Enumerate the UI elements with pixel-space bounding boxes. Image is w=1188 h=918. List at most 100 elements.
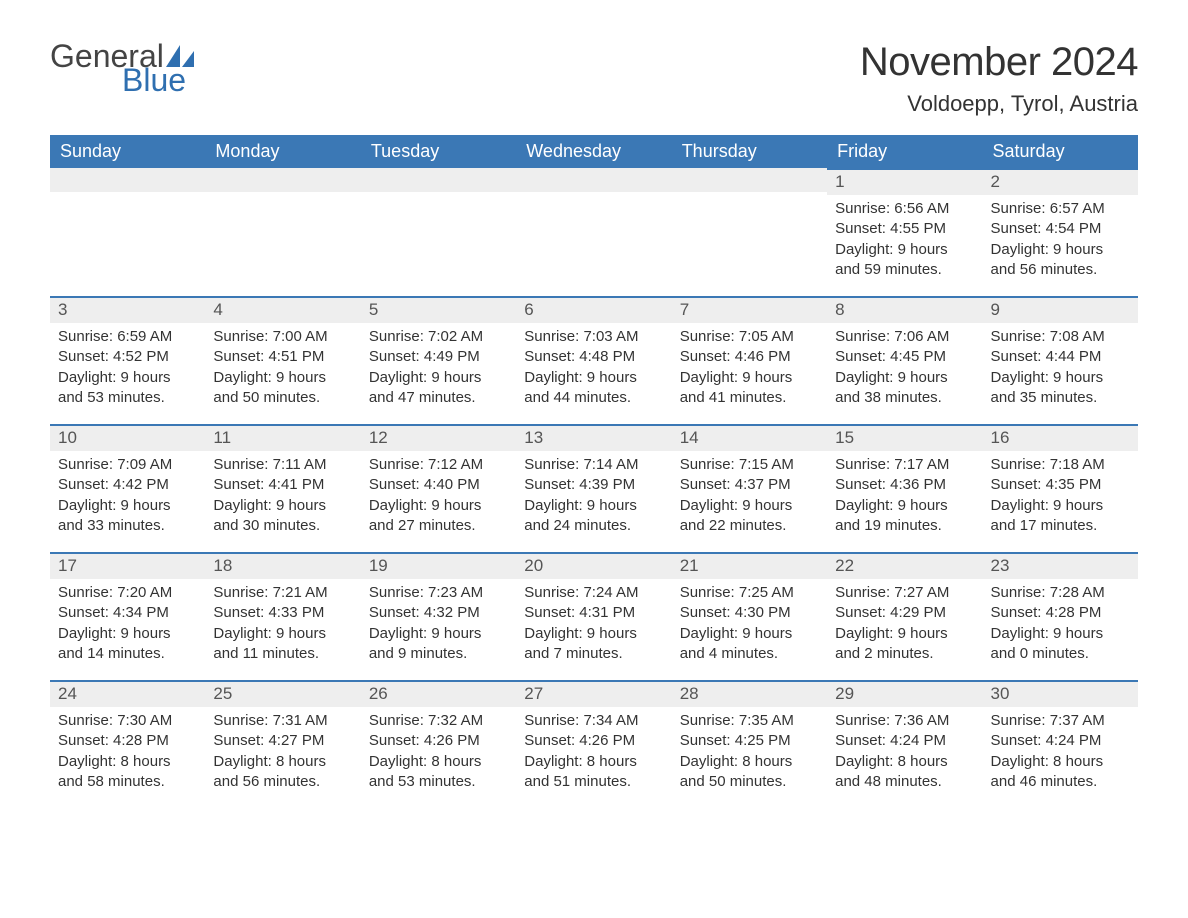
day-cell: 8Sunrise: 7:06 AMSunset: 4:45 PMDaylight… (827, 296, 982, 424)
sunset-line: Sunset: 4:35 PM (991, 475, 1130, 495)
day-details: Sunrise: 7:35 AMSunset: 4:25 PMDaylight:… (672, 707, 827, 798)
day-details: Sunrise: 7:09 AMSunset: 4:42 PMDaylight:… (50, 451, 205, 542)
sunset-line: Sunset: 4:27 PM (213, 731, 352, 751)
day-cell: 29Sunrise: 7:36 AMSunset: 4:24 PMDayligh… (827, 680, 982, 808)
day-number: 11 (205, 424, 360, 451)
day-details: Sunrise: 7:27 AMSunset: 4:29 PMDaylight:… (827, 579, 982, 670)
day-number: 14 (672, 424, 827, 451)
week-row: 24Sunrise: 7:30 AMSunset: 4:28 PMDayligh… (50, 680, 1138, 808)
daylight-line-2: and 56 minutes. (991, 260, 1130, 280)
day-cell: 25Sunrise: 7:31 AMSunset: 4:27 PMDayligh… (205, 680, 360, 808)
daylight-line-1: Daylight: 8 hours (835, 752, 974, 772)
daylight-line-2: and 17 minutes. (991, 516, 1130, 536)
day-cell: 16Sunrise: 7:18 AMSunset: 4:35 PMDayligh… (983, 424, 1138, 552)
daylight-line-1: Daylight: 9 hours (213, 624, 352, 644)
day-details: Sunrise: 7:34 AMSunset: 4:26 PMDaylight:… (516, 707, 671, 798)
sunrise-line: Sunrise: 7:30 AM (58, 711, 197, 731)
sunset-line: Sunset: 4:31 PM (524, 603, 663, 623)
day-details: Sunrise: 7:02 AMSunset: 4:49 PMDaylight:… (361, 323, 516, 414)
day-cell: 7Sunrise: 7:05 AMSunset: 4:46 PMDaylight… (672, 296, 827, 424)
week-row: 3Sunrise: 6:59 AMSunset: 4:52 PMDaylight… (50, 296, 1138, 424)
day-cell: 17Sunrise: 7:20 AMSunset: 4:34 PMDayligh… (50, 552, 205, 680)
daylight-line-2: and 38 minutes. (835, 388, 974, 408)
day-details: Sunrise: 7:00 AMSunset: 4:51 PMDaylight:… (205, 323, 360, 414)
day-details: Sunrise: 7:25 AMSunset: 4:30 PMDaylight:… (672, 579, 827, 670)
sunrise-line: Sunrise: 7:27 AM (835, 583, 974, 603)
daylight-line-1: Daylight: 9 hours (213, 368, 352, 388)
daylight-line-1: Daylight: 9 hours (835, 368, 974, 388)
daylight-line-2: and 48 minutes. (835, 772, 974, 792)
sunrise-line: Sunrise: 7:08 AM (991, 327, 1130, 347)
empty-bar (50, 168, 205, 192)
day-details: Sunrise: 7:14 AMSunset: 4:39 PMDaylight:… (516, 451, 671, 542)
daylight-line-1: Daylight: 9 hours (680, 624, 819, 644)
sunrise-line: Sunrise: 7:28 AM (991, 583, 1130, 603)
sunset-line: Sunset: 4:28 PM (58, 731, 197, 751)
day-number: 26 (361, 680, 516, 707)
day-cell: 9Sunrise: 7:08 AMSunset: 4:44 PMDaylight… (983, 296, 1138, 424)
week-row: 1Sunrise: 6:56 AMSunset: 4:55 PMDaylight… (50, 168, 1138, 296)
sunset-line: Sunset: 4:52 PM (58, 347, 197, 367)
sunrise-line: Sunrise: 7:15 AM (680, 455, 819, 475)
daylight-line-2: and 53 minutes. (369, 772, 508, 792)
sunrise-line: Sunrise: 7:09 AM (58, 455, 197, 475)
day-details: Sunrise: 7:12 AMSunset: 4:40 PMDaylight:… (361, 451, 516, 542)
day-details: Sunrise: 7:03 AMSunset: 4:48 PMDaylight:… (516, 323, 671, 414)
day-number: 24 (50, 680, 205, 707)
daylight-line-1: Daylight: 8 hours (524, 752, 663, 772)
day-details: Sunrise: 7:37 AMSunset: 4:24 PMDaylight:… (983, 707, 1138, 798)
day-cell: 11Sunrise: 7:11 AMSunset: 4:41 PMDayligh… (205, 424, 360, 552)
day-number: 27 (516, 680, 671, 707)
sunset-line: Sunset: 4:40 PM (369, 475, 508, 495)
daylight-line-1: Daylight: 9 hours (213, 496, 352, 516)
empty-cell (50, 168, 205, 296)
daylight-line-2: and 59 minutes. (835, 260, 974, 280)
day-number: 15 (827, 424, 982, 451)
month-title: November 2024 (860, 40, 1138, 85)
sunset-line: Sunset: 4:28 PM (991, 603, 1130, 623)
sunrise-line: Sunrise: 7:06 AM (835, 327, 974, 347)
day-details: Sunrise: 6:57 AMSunset: 4:54 PMDaylight:… (983, 195, 1138, 286)
day-details: Sunrise: 7:24 AMSunset: 4:31 PMDaylight:… (516, 579, 671, 670)
calendar-table: Sunday Monday Tuesday Wednesday Thursday… (50, 135, 1138, 808)
day-number: 30 (983, 680, 1138, 707)
sunrise-line: Sunrise: 7:03 AM (524, 327, 663, 347)
day-cell: 13Sunrise: 7:14 AMSunset: 4:39 PMDayligh… (516, 424, 671, 552)
daylight-line-2: and 24 minutes. (524, 516, 663, 536)
day-number: 28 (672, 680, 827, 707)
brand-word2: Blue (122, 64, 194, 96)
daylight-line-2: and 2 minutes. (835, 644, 974, 664)
day-cell: 14Sunrise: 7:15 AMSunset: 4:37 PMDayligh… (672, 424, 827, 552)
sunset-line: Sunset: 4:24 PM (835, 731, 974, 751)
sunrise-line: Sunrise: 6:56 AM (835, 199, 974, 219)
daylight-line-2: and 0 minutes. (991, 644, 1130, 664)
day-cell: 4Sunrise: 7:00 AMSunset: 4:51 PMDaylight… (205, 296, 360, 424)
sunrise-line: Sunrise: 7:24 AM (524, 583, 663, 603)
daylight-line-1: Daylight: 8 hours (58, 752, 197, 772)
daylight-line-2: and 27 minutes. (369, 516, 508, 536)
day-cell: 20Sunrise: 7:24 AMSunset: 4:31 PMDayligh… (516, 552, 671, 680)
sunrise-line: Sunrise: 7:34 AM (524, 711, 663, 731)
daylight-line-1: Daylight: 8 hours (369, 752, 508, 772)
calendar-body: 1Sunrise: 6:56 AMSunset: 4:55 PMDaylight… (50, 168, 1138, 808)
day-number: 21 (672, 552, 827, 579)
sunrise-line: Sunrise: 7:20 AM (58, 583, 197, 603)
sunset-line: Sunset: 4:33 PM (213, 603, 352, 623)
empty-cell (361, 168, 516, 296)
day-details: Sunrise: 7:15 AMSunset: 4:37 PMDaylight:… (672, 451, 827, 542)
daylight-line-2: and 50 minutes. (680, 772, 819, 792)
day-number: 22 (827, 552, 982, 579)
sunset-line: Sunset: 4:26 PM (369, 731, 508, 751)
col-tuesday: Tuesday (361, 135, 516, 168)
week-row: 17Sunrise: 7:20 AMSunset: 4:34 PMDayligh… (50, 552, 1138, 680)
sunrise-line: Sunrise: 7:32 AM (369, 711, 508, 731)
sunset-line: Sunset: 4:24 PM (991, 731, 1130, 751)
day-number: 5 (361, 296, 516, 323)
sunset-line: Sunset: 4:51 PM (213, 347, 352, 367)
col-saturday: Saturday (983, 135, 1138, 168)
day-details: Sunrise: 7:06 AMSunset: 4:45 PMDaylight:… (827, 323, 982, 414)
daylight-line-2: and 44 minutes. (524, 388, 663, 408)
day-number: 20 (516, 552, 671, 579)
daylight-line-2: and 7 minutes. (524, 644, 663, 664)
daylight-line-1: Daylight: 8 hours (991, 752, 1130, 772)
